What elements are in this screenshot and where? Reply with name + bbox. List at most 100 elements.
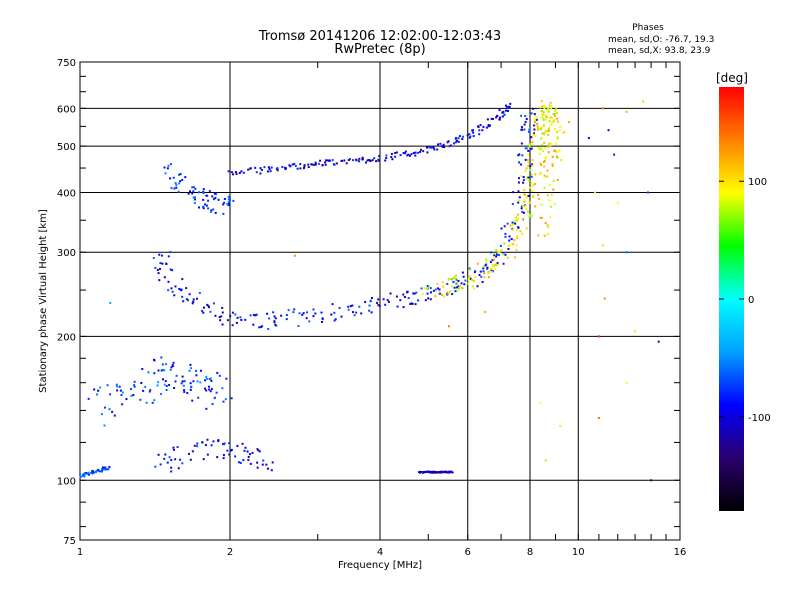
echo-point xyxy=(539,128,542,131)
echo-point xyxy=(349,305,352,308)
echo-point xyxy=(531,140,534,143)
echo-point xyxy=(434,295,437,298)
echo-point xyxy=(227,170,230,173)
echo-point xyxy=(532,124,535,127)
echo-point xyxy=(452,281,455,284)
echo-point xyxy=(166,461,169,464)
echo-point xyxy=(163,383,166,386)
echo-point xyxy=(223,201,226,204)
echo-point xyxy=(169,163,172,166)
echo-point xyxy=(518,161,521,164)
echo-point xyxy=(312,315,315,318)
echo-point xyxy=(328,159,331,162)
echo-point xyxy=(454,278,457,281)
echo-point xyxy=(461,135,464,138)
echo-point xyxy=(189,382,192,385)
echo-point xyxy=(455,274,458,277)
echo-point xyxy=(414,303,417,306)
echo-point xyxy=(202,311,205,314)
echo-point xyxy=(181,380,184,383)
echo-point xyxy=(206,453,209,456)
echo-point xyxy=(447,277,450,280)
echo-point xyxy=(471,129,474,132)
x-tick-label: 2 xyxy=(227,547,233,558)
echo-point xyxy=(562,131,565,134)
echo-point xyxy=(294,164,297,167)
echo-point xyxy=(103,468,106,471)
echo-point xyxy=(509,243,512,246)
echo-point xyxy=(235,172,238,175)
echo-point xyxy=(273,315,276,318)
echo-point xyxy=(195,369,198,372)
echo-point xyxy=(530,136,533,139)
echo-point xyxy=(440,471,443,474)
echo-point xyxy=(297,325,300,328)
echo-point xyxy=(549,142,552,145)
echo-point xyxy=(399,299,402,302)
echo-point xyxy=(477,125,480,128)
echo-point xyxy=(205,407,208,410)
echo-point xyxy=(170,287,173,290)
echo-point xyxy=(87,397,90,400)
echo-point xyxy=(540,216,543,219)
echo-point xyxy=(191,450,194,453)
echo-point xyxy=(491,263,494,266)
echo-point xyxy=(550,107,553,110)
echo-point xyxy=(539,172,542,175)
echo-point xyxy=(159,463,162,466)
echo-point xyxy=(547,128,550,131)
echo-point xyxy=(262,459,265,462)
echo-point xyxy=(231,311,234,314)
echo-point xyxy=(351,304,354,307)
echo-point xyxy=(462,275,465,278)
echo-point xyxy=(554,109,557,112)
echo-point xyxy=(469,268,472,271)
echo-point xyxy=(501,111,504,114)
echo-point xyxy=(530,175,533,178)
echo-point xyxy=(543,186,546,189)
echo-point xyxy=(532,184,535,187)
echo-point xyxy=(197,396,200,399)
echo-point xyxy=(303,164,306,167)
echo-point xyxy=(546,169,549,172)
x-tick-label: 6 xyxy=(465,547,471,558)
echo-point xyxy=(531,164,534,167)
echo-point xyxy=(220,315,223,318)
echo-point xyxy=(549,205,552,208)
echo-point xyxy=(310,163,313,166)
echo-point xyxy=(199,381,202,384)
echo-point xyxy=(243,449,246,452)
echo-point xyxy=(548,184,551,187)
echo-point xyxy=(158,267,161,270)
echo-point xyxy=(238,171,241,174)
echo-point xyxy=(156,268,159,271)
echo-point xyxy=(169,368,172,371)
echo-point xyxy=(532,194,535,197)
echo-point xyxy=(152,358,155,361)
echo-point xyxy=(445,290,448,293)
colorbar-ticks: 100 0 -100 xyxy=(719,177,771,424)
echo-point xyxy=(361,156,364,159)
echo-point xyxy=(197,206,200,209)
echo-point xyxy=(384,159,387,162)
echo-point xyxy=(212,302,215,305)
echo-point xyxy=(543,234,546,237)
echo-point xyxy=(414,154,417,157)
legend-line-o: mean, sd,O: -76.7, 19.3 xyxy=(608,35,714,45)
echo-point xyxy=(299,167,302,170)
echo-point xyxy=(542,117,545,120)
echo-point xyxy=(167,164,170,167)
echo-point xyxy=(515,244,518,247)
echo-point xyxy=(514,222,517,225)
echo-point xyxy=(208,388,211,391)
echo-point xyxy=(179,458,182,461)
echo-point xyxy=(427,297,430,300)
echo-point xyxy=(333,311,336,314)
echo-point xyxy=(154,266,157,269)
echo-point xyxy=(120,394,123,397)
echo-point xyxy=(407,297,410,300)
echo-point xyxy=(409,303,412,306)
echo-point xyxy=(492,258,495,261)
echo-point xyxy=(209,210,212,213)
echo-point xyxy=(546,130,549,133)
